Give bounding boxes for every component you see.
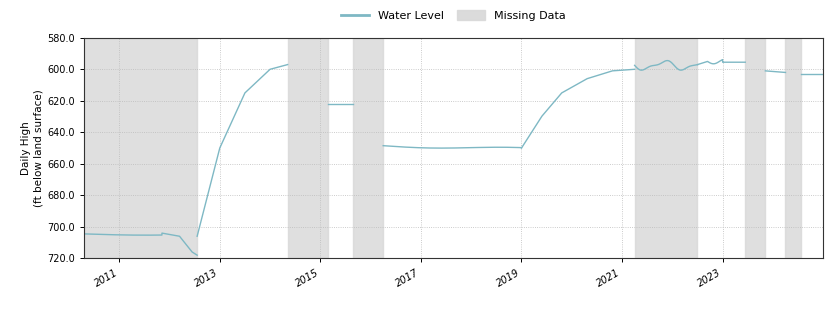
Bar <box>785 38 801 258</box>
Bar <box>353 38 383 258</box>
Legend: Water Level, Missing Data: Water Level, Missing Data <box>341 10 566 21</box>
Bar <box>635 38 697 258</box>
Y-axis label: Daily High
(ft below land surface): Daily High (ft below land surface) <box>22 89 43 207</box>
Bar <box>287 38 328 258</box>
Bar <box>84 38 197 258</box>
Bar <box>745 38 765 258</box>
